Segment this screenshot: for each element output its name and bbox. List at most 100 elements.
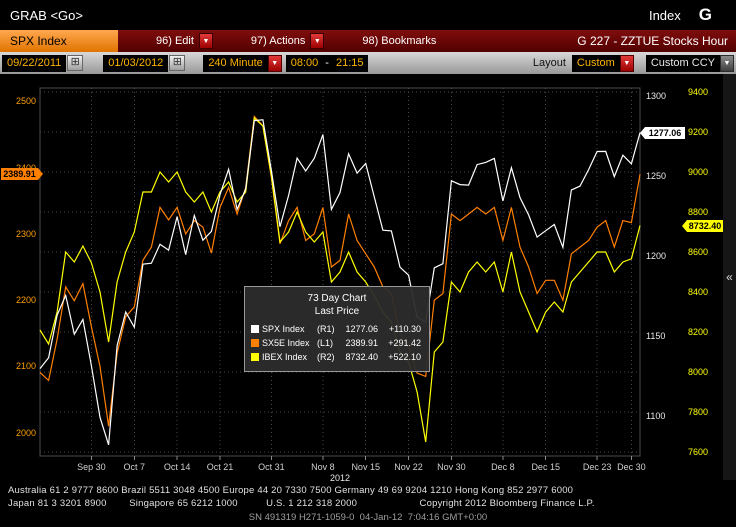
legend-rows: SPX Index (R1) 1277.06 +110.30 SX5E Inde…	[251, 322, 423, 364]
legend-net-change: +291.42	[388, 338, 421, 348]
x-axis-tick-label: Oct 21	[206, 462, 234, 472]
time-to-field[interactable]: 21:15	[330, 54, 369, 72]
r2-axis-tick-label: 8600	[688, 247, 709, 257]
last-price-value: 2389.91	[1, 168, 38, 181]
triangle-down-icon: ▼	[202, 37, 210, 45]
date-from-calendar-icon[interactable]: ⊞	[67, 55, 84, 71]
x-axis-tick-label: Oct 7	[123, 462, 146, 472]
legend-last-price: 2389.91	[345, 338, 378, 348]
sx5e-last-price-flag: 2389.91	[1, 168, 43, 181]
menu-item-bookmarks[interactable]: 98) Bookmarks	[362, 35, 437, 47]
last-price-value: 8732.40	[687, 219, 723, 232]
title-bar-right: Index G	[649, 5, 712, 25]
l1-axis-tick-label: 2000	[15, 427, 36, 438]
legend-last-price: 8732.40	[345, 352, 378, 362]
l1-axis-tick-label: 2200	[15, 295, 36, 306]
function-key-label: G	[698, 5, 712, 24]
chart-toolbar: 09/22/2011 ⊞ 01/03/2012 ⊞ 240 Minute ▼ 0…	[0, 52, 736, 74]
legend-axis-tag: (R1)	[317, 324, 335, 334]
legend-net-change: +110.30	[388, 324, 421, 334]
edit-dropdown-button[interactable]: ▼	[198, 33, 213, 49]
x-axis-tick-label: Nov 22	[394, 462, 423, 472]
legend-row-ibex: IBEX Index (R2) 8732.40 +522.10	[251, 350, 423, 364]
legend-last-price: 1277.06	[345, 324, 378, 334]
footer-serial-line: SN 491319 H271-1059-0 04-Jan-12 7:04:16 …	[248, 512, 488, 523]
r2-axis-tick-label: 8400	[688, 287, 709, 297]
x-axis-tick-label: Sep 30	[77, 462, 106, 472]
spx-last-price-flag: 1277.06	[640, 126, 685, 139]
r1-axis-tick-label: 1300	[646, 91, 667, 101]
x-axis-tick-label: Oct 31	[258, 462, 285, 472]
flag-arrow-icon	[640, 126, 645, 139]
currency-select[interactable]: Custom CCY	[645, 54, 720, 72]
currency-dropdown-button[interactable]: ▼	[720, 54, 734, 72]
legend-series-name: IBEX Index	[262, 352, 308, 362]
plot-border	[39, 87, 641, 457]
x-axis-tick-label: Nov 30	[437, 462, 466, 472]
date-from-field[interactable]: 09/22/2011	[2, 54, 67, 72]
l1-axis-tick-label: 2300	[15, 228, 36, 239]
r1-axis-tick-label: 1100	[646, 411, 666, 421]
function-category-label: Index	[648, 8, 681, 23]
period-dropdown-button[interactable]: ▼	[267, 54, 282, 72]
triangle-down-icon: ▼	[313, 37, 321, 45]
layout-select[interactable]: Custom	[571, 54, 620, 72]
ibex-color-swatch	[251, 353, 259, 361]
triangle-down-icon: ▼	[623, 59, 631, 67]
l1-axis-tick-label: 2100	[15, 361, 36, 372]
sx5e-color-swatch	[251, 339, 259, 347]
r1-axis-tick-label: 1200	[646, 251, 667, 261]
x-axis-tick-label: Nov 8	[311, 462, 335, 472]
ibex-last-price-flag: 8732.40	[682, 219, 723, 232]
legend-title: 73 Day Chart	[307, 293, 367, 304]
date-to-field[interactable]: 01/03/2012	[103, 54, 169, 72]
sx5e-series-line	[39, 115, 641, 427]
time-range-group: 08:00 - 21:15	[285, 54, 369, 72]
spx-series-line	[39, 119, 641, 445]
menu-item-actions[interactable]: 97) Actions	[250, 35, 306, 47]
layout-label: Layout	[532, 57, 566, 69]
period-select[interactable]: 240 Minute	[203, 54, 268, 72]
r1-axis-tick-label: 1250	[646, 171, 667, 181]
ibex-series-line	[39, 116, 641, 443]
x-axis-year-label: 2012	[329, 473, 351, 483]
chart-region: 73 Day Chart Last Price SPX Index (R1) 1…	[0, 74, 736, 483]
time-from-field[interactable]: 08:00	[285, 54, 324, 72]
legend-axis-tag: (L1)	[317, 338, 334, 348]
actions-dropdown-button[interactable]: ▼	[310, 33, 325, 49]
legend-row-sx5e: SX5E Index (L1) 2389.91 +291.42	[251, 336, 423, 350]
panel-collapse-strip[interactable]: «	[723, 74, 736, 480]
footer: Australia 61 2 9777 8600 Brazil 5511 304…	[0, 480, 736, 527]
layout-dropdown-button[interactable]: ▼	[619, 54, 634, 72]
r2-axis-tick-label: 9200	[688, 127, 709, 137]
r2-axis-tick-label: 9400	[688, 87, 709, 97]
l1-axis-tick-label: 2500	[15, 96, 36, 107]
security-field[interactable]: SPX Index	[0, 30, 118, 52]
menu-item-edit[interactable]: 96) Edit	[156, 35, 194, 47]
chart-legend-panel[interactable]: 73 Day Chart Last Price SPX Index (R1) 1…	[244, 286, 430, 372]
r2-axis-tick-label: 8800	[688, 207, 709, 217]
x-axis-tick-label: Dec 15	[531, 462, 560, 472]
triangle-down-icon: ▼	[271, 59, 279, 67]
legend-net-change: +522.10	[388, 352, 421, 362]
x-axis-tick-label: Dec 8	[491, 462, 515, 472]
r2-axis-tick-label: 7800	[688, 407, 709, 417]
x-axis-tick-label: Dec 30	[617, 462, 646, 472]
collapse-chevron-icon: «	[726, 270, 733, 284]
legend-series-name: SX5E Index	[262, 338, 310, 348]
l1-axis-tick-label: 2400	[2, 163, 36, 173]
footer-contact-line-1: Australia 61 2 9777 8600 Brazil 5511 304…	[8, 485, 574, 496]
price-chart-plot[interactable]	[0, 74, 736, 480]
title-bar: GRAB <Go> Index G	[0, 0, 736, 30]
time-range-separator: -	[325, 57, 329, 69]
chart-id-label: G 227 - ZZTUE Stocks Hour	[577, 34, 728, 48]
date-to-calendar-icon[interactable]: ⊞	[169, 55, 186, 71]
legend-subtitle: Last Price	[314, 306, 360, 317]
footer-contact-line-2: Japan 81 3 3201 8900 Singapore 65 6212 1…	[8, 498, 595, 509]
x-axis-tick-label: Nov 15	[351, 462, 380, 472]
r2-axis-tick-label: 8200	[688, 327, 709, 337]
spx-color-swatch	[251, 325, 259, 333]
flag-arrow-icon	[682, 219, 687, 232]
triangle-down-icon: ▼	[723, 59, 731, 67]
